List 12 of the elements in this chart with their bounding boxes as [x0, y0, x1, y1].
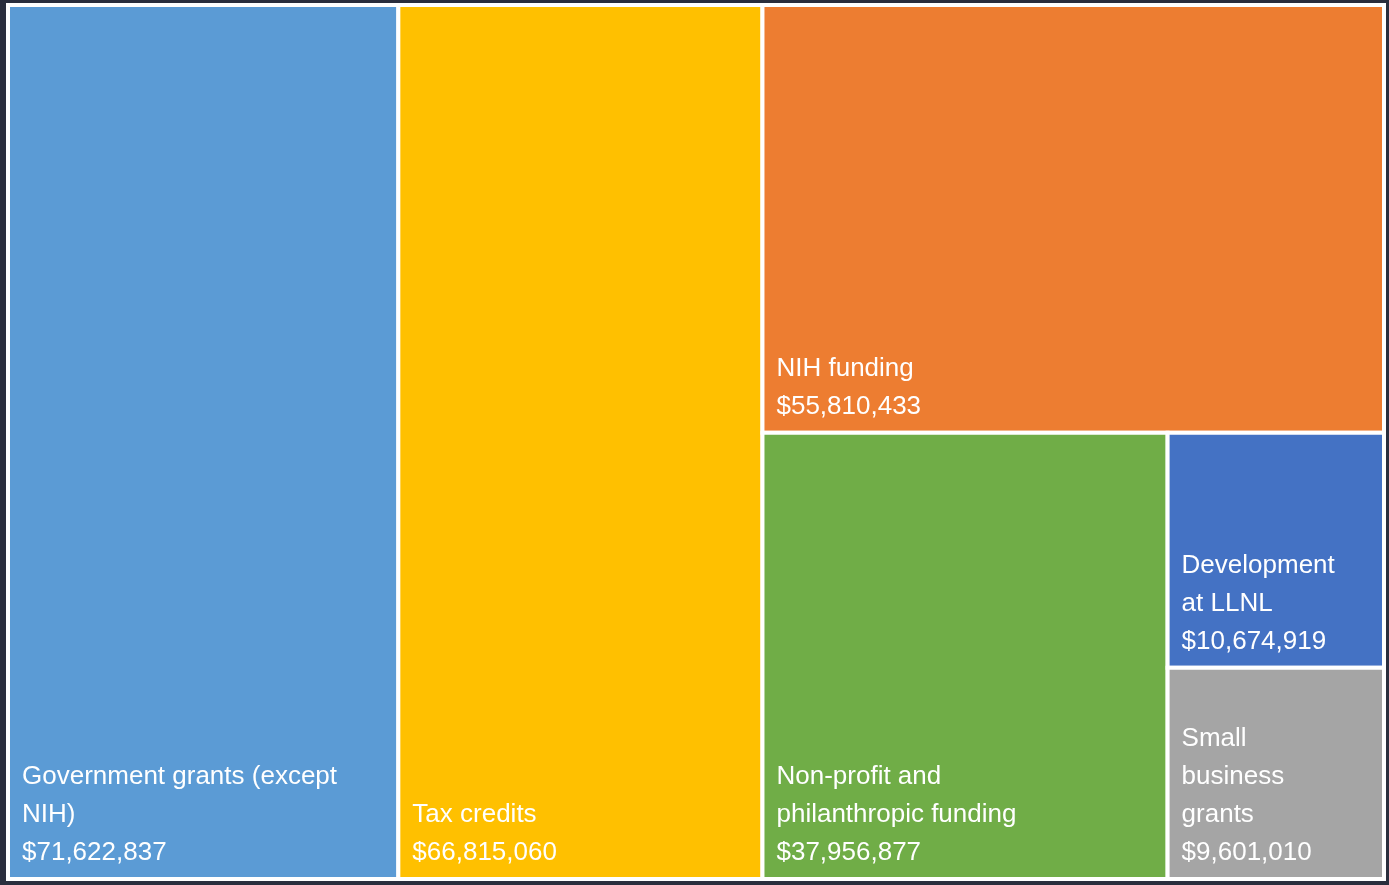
data-label: $55,810,433: [776, 389, 922, 420]
category-label: Government grants (except NIH): [22, 760, 338, 828]
category-label: Non-profit and philanthropic funding: [776, 760, 1017, 828]
category-label: NIH funding: [776, 351, 914, 382]
data-label: $10,674,919: [1181, 624, 1327, 655]
category-label: Development at LLNL: [1181, 548, 1336, 617]
data-label: $37,956,877: [776, 836, 922, 866]
data-label: $9,601,010: [1181, 836, 1312, 866]
data-label: $66,815,060: [412, 836, 557, 866]
data-label: $71,622,837: [22, 836, 167, 866]
category-label: Small business grants: [1181, 722, 1285, 828]
category-label: Tax credits: [412, 798, 537, 828]
